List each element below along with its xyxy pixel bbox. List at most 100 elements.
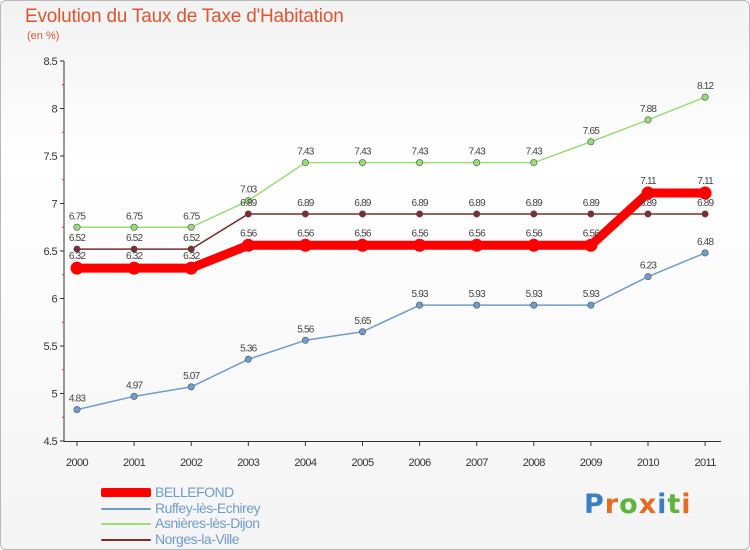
data-label: 6.75 — [183, 211, 201, 222]
data-label: 7.03 — [240, 185, 258, 196]
y-tick-label: 6 — [51, 294, 57, 306]
data-point — [644, 210, 652, 218]
data-point — [584, 238, 598, 252]
data-point — [530, 210, 538, 218]
series-line-1 — [76, 252, 706, 411]
data-point — [530, 159, 538, 167]
data-label: 6.52 — [69, 233, 87, 244]
series-line-2 — [76, 96, 706, 228]
data-label: 6.56 — [469, 228, 487, 239]
data-point — [301, 159, 309, 167]
legend-label: Ruffey-lès-Echirey — [155, 499, 261, 516]
data-label: 6.89 — [411, 198, 429, 209]
logo-letter: i — [681, 489, 692, 520]
legend-swatch — [101, 507, 151, 510]
data-point — [73, 223, 81, 231]
y-tick-label: 8 — [51, 104, 57, 116]
data-point — [298, 238, 312, 252]
data-label: 4.97 — [126, 380, 144, 391]
data-point — [241, 238, 255, 252]
data-point — [244, 355, 252, 363]
data-label: 6.52 — [126, 233, 144, 244]
data-label: 5.93 — [526, 289, 544, 300]
data-point — [470, 238, 484, 252]
data-label: 5.36 — [240, 343, 258, 354]
data-label: 5.65 — [354, 316, 372, 327]
data-label: 6.32 — [69, 251, 87, 262]
data-point — [473, 210, 481, 218]
data-label: 6.89 — [526, 198, 544, 209]
series-line-0 — [72, 188, 710, 273]
chart-title: Evolution du Taux de Taxe d'Habitation — [25, 6, 344, 27]
x-tick-label: 2002 — [180, 457, 203, 469]
data-point — [301, 336, 309, 344]
data-point — [127, 261, 141, 275]
data-point — [416, 301, 424, 309]
data-label: 5.93 — [583, 289, 601, 300]
data-label: 6.89 — [697, 198, 715, 209]
logo-letter: o — [619, 489, 639, 520]
data-label: 6.75 — [126, 211, 144, 222]
legend-swatch — [101, 538, 151, 541]
data-label: 7.88 — [640, 104, 658, 115]
y-tick-label: 5 — [51, 389, 57, 401]
data-point — [641, 186, 655, 200]
data-label: 7.43 — [411, 147, 429, 158]
data-label: 7.43 — [297, 147, 315, 158]
data-label: 6.56 — [526, 228, 544, 239]
logo-letter: i — [657, 489, 668, 520]
data-label: 6.89 — [583, 198, 601, 209]
data-point — [130, 223, 138, 231]
data-point — [244, 197, 252, 205]
data-point — [358, 210, 366, 218]
y-tick-label: 4.5 — [44, 436, 58, 448]
legend-label: Norges-la-Ville — [155, 530, 240, 547]
legend-label: Asnières-lès-Dijon — [155, 515, 260, 531]
data-label: 6.23 — [640, 261, 658, 272]
data-label: 8.12 — [697, 81, 715, 92]
data-point — [644, 116, 652, 124]
data-label: 7.43 — [354, 147, 372, 158]
x-tick-label: 2003 — [237, 457, 260, 469]
x-tick-label: 2009 — [580, 457, 603, 469]
data-point — [587, 210, 595, 218]
data-point — [356, 238, 369, 252]
proxiti-logo: Proxiti — [584, 489, 692, 520]
x-tick-label: 2001 — [123, 457, 146, 469]
y-tick-label: 7 — [51, 199, 57, 211]
logo-letter: x — [638, 489, 658, 520]
y-tick-label: 5.5 — [44, 341, 58, 353]
y-tick-label: 6.5 — [44, 246, 58, 258]
data-label: 5.56 — [297, 324, 315, 335]
data-point — [301, 210, 309, 218]
data-label: 7.43 — [526, 147, 544, 158]
legend-label: BELLEFOND — [155, 484, 234, 500]
chart-subtitle: (en %) — [27, 30, 60, 42]
data-label: 6.48 — [697, 237, 715, 248]
data-label: 6.89 — [240, 198, 258, 209]
data-label: 5.93 — [411, 289, 429, 300]
data-label: 7.11 — [697, 176, 714, 187]
x-tick-label: 2000 — [66, 457, 89, 469]
data-point — [130, 245, 138, 253]
data-point — [244, 210, 252, 218]
x-tick-label: 2010 — [637, 457, 660, 469]
data-label: 6.89 — [469, 198, 487, 209]
legend-swatch — [101, 523, 151, 525]
data-label: 5.93 — [469, 289, 487, 300]
data-point — [187, 245, 195, 253]
data-label: 4.83 — [69, 394, 87, 405]
data-point — [701, 93, 709, 101]
data-point — [73, 406, 81, 414]
series-line-3 — [76, 213, 706, 250]
data-label: 6.32 — [183, 251, 201, 262]
data-label: 6.89 — [297, 198, 315, 209]
data-point — [473, 301, 481, 309]
x-tick-label: 2011 — [694, 457, 716, 469]
data-point — [130, 392, 138, 400]
data-point — [187, 223, 195, 231]
data-label: 6.56 — [297, 228, 315, 239]
data-point — [587, 138, 595, 146]
data-point — [527, 238, 541, 252]
